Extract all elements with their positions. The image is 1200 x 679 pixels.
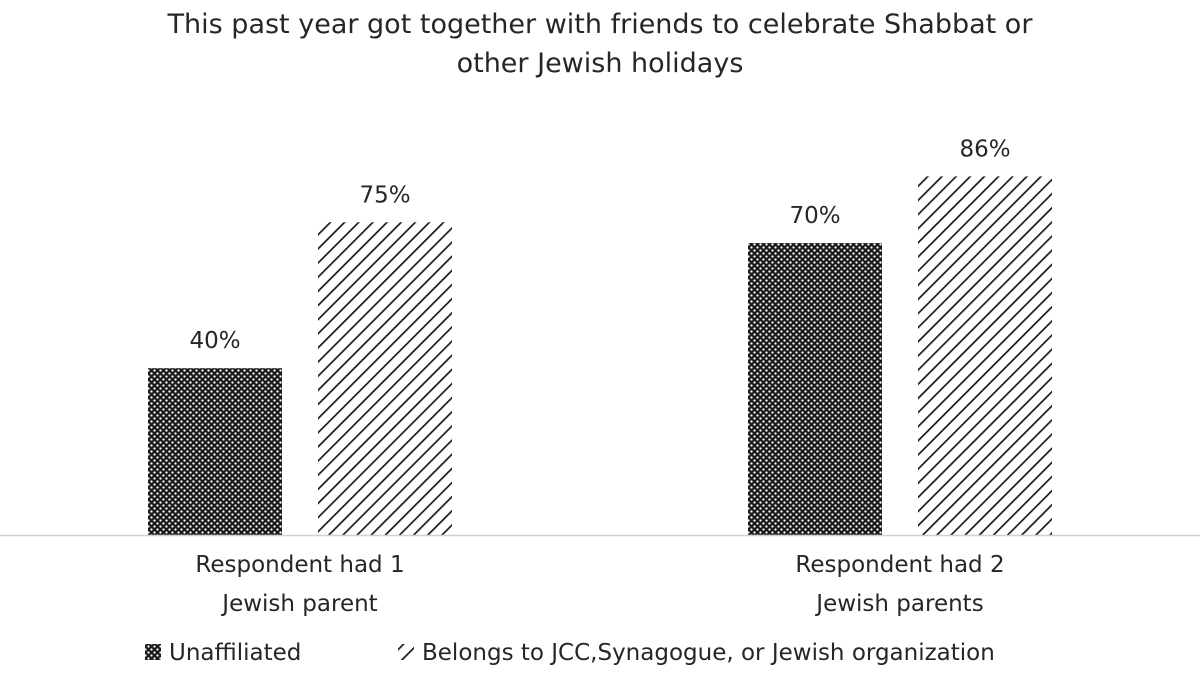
bar-unaffiliated-2 [748, 243, 882, 535]
x-tick-label-1-line-1: Respondent had 1 [195, 552, 404, 578]
x-tick-label-2-line-2: Jewish parents [814, 591, 983, 617]
legend: Unaffiliated Belongs to JCC,Synagogue, or… [145, 640, 995, 666]
legend-swatch-belongs [398, 644, 414, 660]
bars [148, 176, 1052, 535]
data-label-unaffiliated-1: 40% [189, 328, 240, 354]
bar-belongs-2 [918, 176, 1052, 535]
data-label-unaffiliated-2: 70% [789, 203, 840, 229]
legend-label-unaffiliated: Unaffiliated [169, 640, 301, 666]
data-labels: 40% 75% 70% 86% [189, 136, 1010, 354]
data-label-belongs-1: 75% [359, 182, 410, 208]
x-axis-tick-labels: Respondent had 1 Jewish parent Respondent … [195, 552, 1004, 617]
data-label-belongs-2: 86% [959, 136, 1010, 162]
chart-title: This past year got together with friends… [167, 9, 1034, 79]
x-tick-label-2-line-1: Respondent had 2 [795, 552, 1004, 578]
bar-unaffiliated-1 [148, 368, 282, 535]
legend-swatch-unaffiliated [145, 644, 161, 660]
chart-title-line-2: other Jewish holidays [457, 48, 744, 79]
bar-belongs-1 [318, 222, 452, 535]
x-tick-label-1-line-2: Jewish parent [220, 591, 377, 617]
legend-label-belongs: Belongs to JCC,Synagogue, or Jewish orga… [422, 640, 995, 666]
chart-title-line-1: This past year got together with friends… [167, 9, 1034, 40]
